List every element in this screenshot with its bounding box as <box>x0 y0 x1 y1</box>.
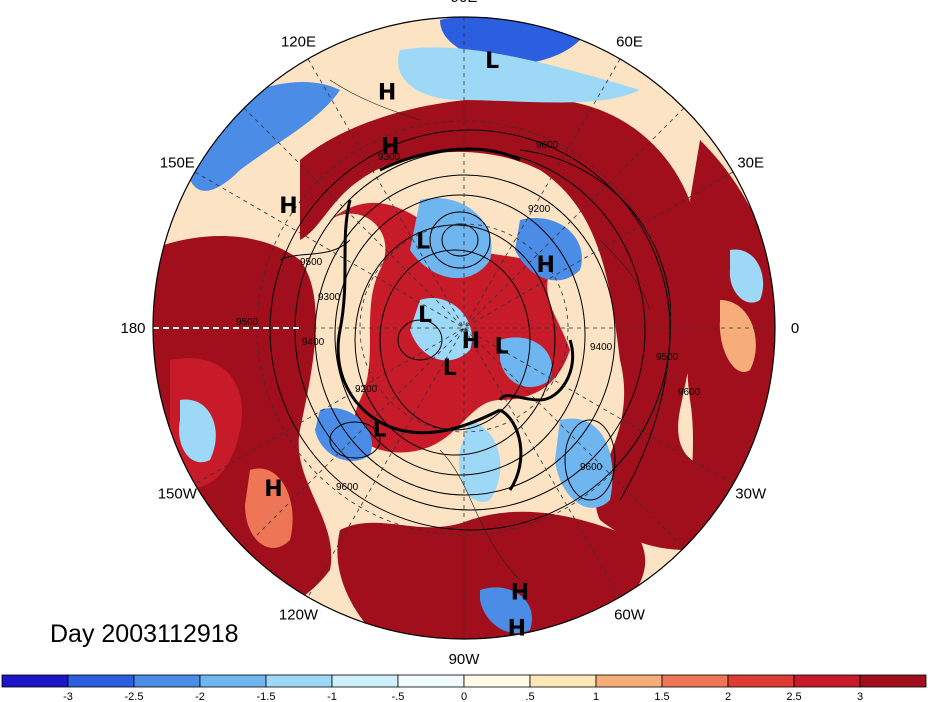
cold-anomaly-arctic <box>410 298 472 361</box>
contour-label: 9400 <box>590 342 613 353</box>
jet-stream <box>336 147 575 491</box>
high-pressure-marker: H <box>536 253 554 278</box>
high-pressure-marker: H <box>279 194 297 219</box>
contour-label: 9500 <box>236 317 259 328</box>
high-pressure-marker: H <box>264 477 282 502</box>
cold-anomaly-europe <box>515 218 582 281</box>
contour-label: 9500 <box>300 257 323 268</box>
contour-label: 9200 <box>528 204 551 215</box>
colorbar-swatch <box>595 674 663 688</box>
longitude-label: 120E <box>281 33 316 50</box>
contour-label: 9600 <box>336 482 359 493</box>
map-boundary <box>152 16 776 640</box>
colorbar-label: -2.5 <box>125 691 144 702</box>
colorbar-label: 0 <box>461 691 467 702</box>
longitude-labels: 90E 60E 30E 0 30W 60W 90W 120W 150W 180 150E 120E <box>120 0 799 668</box>
colorbar-swatch <box>265 674 333 688</box>
colorbar-label: -.5 <box>392 691 405 702</box>
longitude-label: 60E <box>616 33 643 50</box>
colorbar-label: .5 <box>525 691 534 702</box>
longitude-label: 90E <box>451 0 478 6</box>
low-pressure-marker: L <box>373 418 387 443</box>
longitude-label: 30E <box>737 155 764 172</box>
cold-anomaly-pacific <box>179 399 216 463</box>
low-pressure-marker: L <box>485 49 499 74</box>
colorbar-label: 3 <box>857 691 863 702</box>
longitude-label: 150E <box>160 155 195 172</box>
colorbar-swatch <box>793 674 861 688</box>
high-pressure-marker: H <box>378 80 396 105</box>
colorbar-swatch <box>397 674 465 688</box>
colorbar-swatch <box>529 674 597 688</box>
high-pressure-marker: H <box>511 581 529 606</box>
colorbar-label: -2 <box>195 691 205 702</box>
high-pressure-marker: H <box>381 134 399 159</box>
cold-anomaly-asia <box>410 198 492 279</box>
contour-label: 9300 <box>378 152 401 163</box>
colorbar-swatch <box>331 674 399 688</box>
contour-label: 9600 <box>580 462 603 473</box>
cold-anomaly-south <box>480 587 532 634</box>
warm-anomaly-ring-north <box>300 97 775 550</box>
contour-label: 9600 <box>536 140 559 151</box>
day-label: Day 2003112918 <box>50 620 239 648</box>
colorbar-label: -1.5 <box>257 691 276 702</box>
cold-anomaly-arctic-2 <box>500 337 552 388</box>
cold-anomaly-north-2 <box>398 47 640 103</box>
contour-label: 9300 <box>318 292 341 303</box>
colorbar-swatch <box>133 674 201 688</box>
contour-label: 9500 <box>656 352 679 363</box>
low-pressure-marker: L <box>495 335 509 360</box>
colorbar-label: 2 <box>725 691 731 702</box>
mid-warm-west <box>245 468 293 548</box>
longitude-label: 0 <box>791 320 799 337</box>
longitude-label: 60W <box>614 607 646 624</box>
colorbar-swatch <box>859 674 927 688</box>
low-pressure-marker: L <box>418 303 432 328</box>
colorbar-swatch <box>1 674 69 688</box>
colorbar-label: -3 <box>63 691 73 702</box>
low-pressure-marker: L <box>443 356 457 381</box>
colorbar-swatch <box>463 674 531 688</box>
colorbar-swatch <box>199 674 267 688</box>
warm-anomaly-south <box>337 511 646 639</box>
longitude-label: 180 <box>120 320 145 337</box>
colorbar: -3 -2.5 -2 -1.5 -1 -.5 0 .5 1 1.5 2 2.5 3 <box>1 674 927 702</box>
contour-labels: 9600 9500 9400 9300 9200 9600 9500 9400 … <box>236 140 701 493</box>
height-contours <box>269 129 672 531</box>
longitude-label: 120W <box>279 607 319 624</box>
mid-warm-east <box>719 300 756 372</box>
contour-label: 9200 <box>355 384 378 395</box>
high-pressure-marker: H <box>508 617 526 642</box>
colorbar-swatch <box>727 674 795 688</box>
longitude-label: 150W <box>158 486 198 503</box>
colorbar-label: -1 <box>327 691 337 702</box>
longitude-label: 90W <box>449 651 481 668</box>
colorbar-label: 1 <box>593 691 599 702</box>
colorbar-label: 1.5 <box>654 691 669 702</box>
cold-anomaly-alaska <box>315 408 372 461</box>
colorbar-swatch <box>661 674 729 688</box>
contour-label: 9400 <box>302 337 325 348</box>
low-pressure-marker: L <box>416 229 430 254</box>
cold-anomaly-namerica <box>459 420 501 502</box>
high-pressure-marker: H <box>462 329 480 354</box>
colorbar-swatch <box>67 674 135 688</box>
colorbar-label: 2.5 <box>786 691 801 702</box>
longitude-label: 30W <box>735 486 767 503</box>
contour-label: 9600 <box>678 387 701 398</box>
cold-anomaly-east <box>729 249 764 303</box>
